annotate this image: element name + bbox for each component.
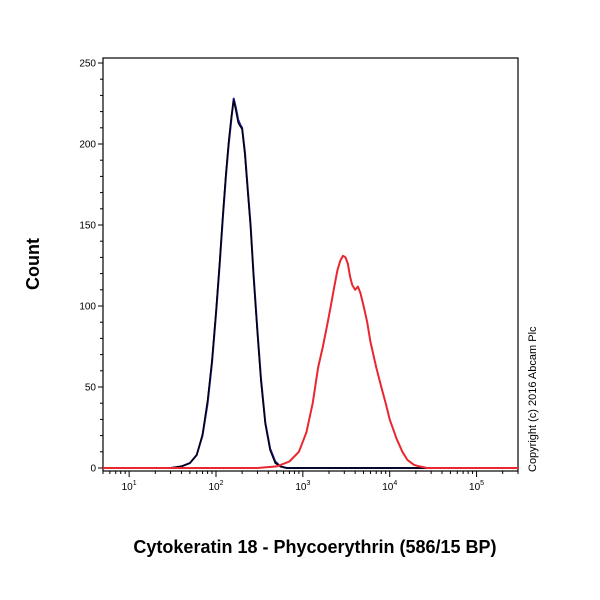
y-axis-title: Count [23, 238, 43, 290]
series-layer [102, 97, 519, 469]
plot-border [102, 57, 519, 472]
x-tick-label: 101 [122, 480, 137, 493]
y-tick-label: 100 [79, 302, 96, 313]
series-line-3 [102, 254, 519, 469]
x-axis: 101 102 103 104 105 [102, 471, 519, 493]
y-axis: 0 50 100 150 200 250 [79, 59, 103, 475]
x-tick-label: 102 [208, 480, 223, 493]
x-axis-title: Cytokeratin 18 - Phycoerythrin (586/15 B… [133, 537, 496, 557]
series-line-2 [102, 99, 519, 469]
plot-frame [102, 57, 519, 472]
x-tick-label: 104 [382, 480, 397, 493]
y-tick-label: 50 [85, 383, 97, 394]
y-tick-label: 0 [90, 464, 96, 475]
y-tick-label: 150 [79, 221, 96, 232]
y-tick-label: 200 [79, 140, 96, 151]
copyright-annotation: Copyright (c) 2016 Abcam Plc [527, 326, 539, 472]
x-tick-label: 103 [295, 480, 310, 493]
x-tick-label: 105 [469, 480, 484, 493]
y-tick-label: 250 [79, 59, 96, 70]
